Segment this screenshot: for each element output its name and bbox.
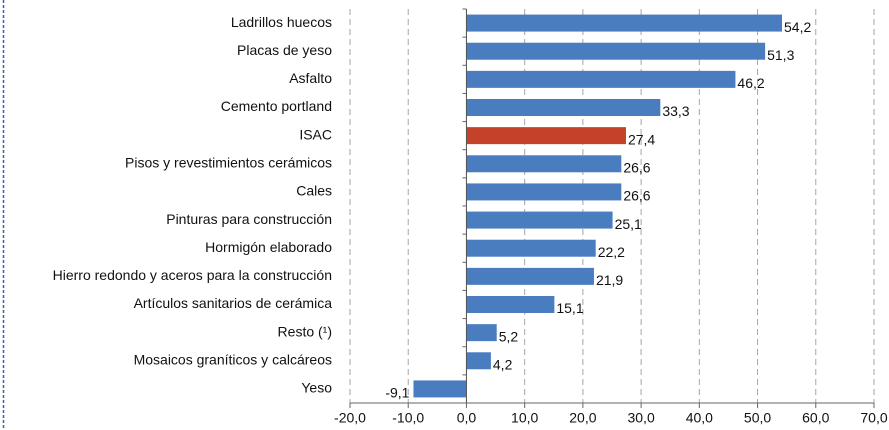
y-tick-label: Yeso [301, 380, 332, 396]
bar [466, 239, 596, 257]
bar [466, 70, 736, 88]
x-tick-label: 20,0 [569, 410, 596, 426]
value-label: 4,2 [493, 356, 513, 372]
y-tick-label: Hierro redondo y aceros para la construc… [53, 267, 332, 283]
value-label: 33,3 [662, 103, 689, 119]
y-tick-label: Artículos sanitarios de cerámica [134, 295, 333, 311]
bar [466, 211, 613, 229]
y-tick-label: Pinturas para construcción [166, 211, 332, 227]
bar [413, 380, 467, 398]
value-label: -9,1 [385, 385, 409, 401]
bar [466, 42, 766, 60]
bar [466, 155, 622, 173]
value-label: 22,2 [598, 244, 625, 260]
y-tick-label: Pisos y revestimientos cerámicos [125, 154, 332, 170]
x-tick-label: 50,0 [744, 410, 771, 426]
y-tick-label: ISAC [299, 126, 332, 142]
y-tick-label: Ladrillos huecos [231, 14, 332, 30]
bar [466, 267, 594, 285]
x-tick-label: 30,0 [627, 410, 654, 426]
value-label: 26,6 [623, 159, 650, 175]
bar [466, 127, 626, 145]
bar [466, 183, 622, 201]
x-tick-label: 10,0 [511, 410, 538, 426]
y-tick-label: Cales [296, 183, 332, 199]
bar [466, 99, 661, 116]
value-label: 25,1 [615, 216, 642, 232]
value-label: 46,2 [737, 75, 764, 91]
x-tick-label: 40,0 [686, 410, 713, 426]
bar [466, 352, 491, 370]
value-label: 54,2 [784, 19, 811, 35]
y-tick-label: Hormigón elaborado [205, 239, 332, 255]
bar [466, 296, 555, 313]
value-label: 27,4 [628, 131, 655, 147]
bar [466, 14, 783, 32]
bar [466, 324, 497, 342]
x-tick-label: 70,0 [860, 410, 887, 426]
y-tick-label: Cemento portland [221, 98, 332, 114]
y-tick-label: Placas de yeso [237, 42, 332, 58]
value-label: 51,3 [767, 47, 794, 63]
x-tick-label: -20,0 [334, 410, 366, 426]
y-tick-label: Asfalto [289, 70, 332, 86]
value-label: 21,9 [596, 272, 623, 288]
value-label: 15,1 [556, 300, 583, 316]
y-tick-label: Resto (¹) [278, 323, 332, 339]
y-tick-label: Mosaicos graníticos y calcáreos [134, 351, 332, 367]
value-label: 26,6 [623, 188, 650, 204]
x-tick-label: 60,0 [802, 410, 829, 426]
x-tick-label: 0,0 [457, 410, 477, 426]
value-label: 5,2 [499, 328, 519, 344]
x-tick-label: -10,0 [392, 410, 424, 426]
